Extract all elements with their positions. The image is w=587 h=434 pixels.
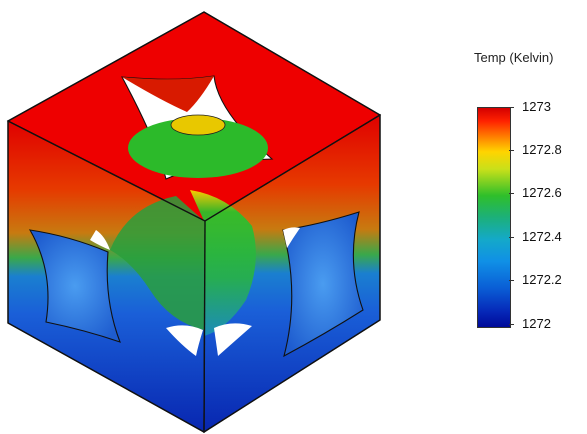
legend-tick-1272-2: 1272.2 [522,272,562,287]
top-opening-inner-wall [122,76,214,112]
legend-title: Temp (Kelvin) [474,50,554,65]
legend-tick-mark [509,107,514,108]
legend-tick-mark [509,193,514,194]
legend-tick-1272-8: 1272.8 [522,142,562,157]
cube-edges [7,11,381,433]
right-face-opening [282,211,364,358]
legend-tick-1273: 1273 [522,99,551,114]
sphere-cap [128,118,268,178]
cube-vertical-edge [203,220,206,433]
legend-tick-mark [509,150,514,151]
sphere-front-left [110,196,204,330]
sphere-front [190,190,256,336]
legend-tick-1272-6: 1272.6 [522,185,562,200]
left-opening-gap [90,230,110,250]
bottom-right-gap [214,323,252,356]
legend-tick-1272-4: 1272.4 [522,229,562,244]
right-opening-gap [283,227,300,248]
legend-tick-mark [509,324,514,325]
legend-tick-mark [509,280,514,281]
left-face-opening [28,229,121,343]
sphere-hot-spot [170,114,226,136]
color-scale-bar [477,107,511,328]
legend-tick-mark [509,237,514,238]
legend-tick-1272: 1272 [522,316,551,331]
bottom-left-gap [166,325,203,356]
